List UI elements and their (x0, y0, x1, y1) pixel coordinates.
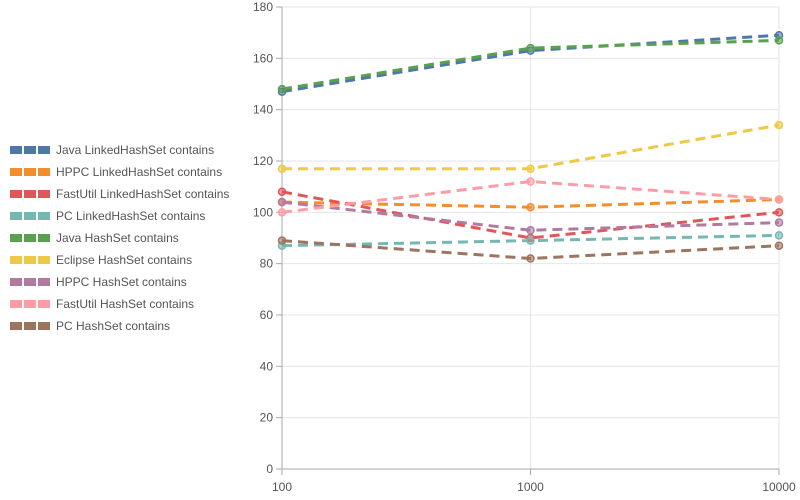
legend-label: HPPC LinkedHashSet contains (56, 165, 222, 179)
legend-item[interactable]: Java HashSet contains (10, 231, 179, 245)
data-point[interactable] (277, 84, 287, 94)
x-tick-label: 10000 (762, 480, 796, 494)
legend-label: PC HashSet contains (56, 319, 170, 333)
y-tick-label: 20 (260, 411, 274, 425)
data-point[interactable] (277, 187, 287, 197)
legend-label: FastUtil HashSet contains (56, 297, 194, 311)
legend-label: HPPC HashSet contains (56, 275, 187, 289)
series-line-2 (281, 190, 780, 240)
series-line-6 (281, 200, 780, 232)
legend-label: Java LinkedHashSet contains (56, 143, 214, 157)
legend-label: PC LinkedHashSet contains (56, 209, 205, 223)
data-point[interactable] (774, 231, 784, 240)
x-tick-label: 1000 (517, 480, 544, 494)
y-tick-label: 160 (253, 51, 273, 65)
legend-item[interactable]: FastUtil HashSet contains (10, 297, 194, 311)
data-point[interactable] (277, 197, 287, 207)
data-point[interactable] (526, 254, 535, 263)
data-point[interactable] (277, 208, 287, 217)
legend-item[interactable]: Java LinkedHashSet contains (10, 143, 214, 157)
legend-label: FastUtil LinkedHashSet contains (56, 187, 229, 201)
data-point[interactable] (774, 195, 784, 204)
axes: 0 20 40 60 80 100 120 140 160 180 100 1000 10000 (253, 0, 796, 494)
legend-item[interactable]: HPPC LinkedHashSet contains (10, 165, 222, 179)
series-line-7 (281, 179, 780, 214)
y-tick-label: 60 (260, 308, 274, 322)
legend-item[interactable]: Eclipse HashSet contains (10, 253, 192, 267)
data-point[interactable] (526, 236, 535, 245)
data-point[interactable] (277, 164, 287, 173)
legend: Java LinkedHashSet contains HPPC LinkedHa… (10, 143, 229, 333)
data-point[interactable] (774, 208, 784, 217)
x-tick-label: 100 (272, 480, 292, 494)
y-tick-label: 100 (253, 205, 273, 219)
series-lines (277, 30, 784, 263)
data-point[interactable] (774, 120, 784, 130)
data-point[interactable] (526, 177, 535, 186)
series-line-4 (281, 38, 780, 91)
data-point[interactable] (774, 241, 784, 250)
legend-item[interactable]: PC HashSet contains (10, 319, 170, 333)
data-point[interactable] (526, 43, 535, 53)
y-tick-label: 120 (253, 154, 273, 168)
data-point[interactable] (526, 164, 535, 173)
legend-label: Java HashSet contains (56, 231, 179, 245)
y-tick-label: 40 (260, 359, 274, 373)
data-point[interactable] (774, 36, 784, 45)
legend-item[interactable]: FastUtil LinkedHashSet contains (10, 187, 229, 201)
legend-item[interactable]: HPPC HashSet contains (10, 275, 187, 289)
data-point[interactable] (277, 236, 287, 245)
y-tick-label: 80 (260, 257, 274, 271)
legend-label: Eclipse HashSet contains (56, 253, 192, 267)
data-point[interactable] (526, 202, 535, 212)
data-point[interactable] (526, 226, 535, 235)
series-line-0 (281, 33, 780, 94)
y-tick-label: 0 (266, 462, 273, 476)
legend-item[interactable]: PC LinkedHashSet contains (10, 209, 205, 223)
y-tick-label: 180 (253, 0, 273, 14)
data-point[interactable] (774, 218, 784, 227)
y-tick-label: 140 (253, 103, 273, 117)
